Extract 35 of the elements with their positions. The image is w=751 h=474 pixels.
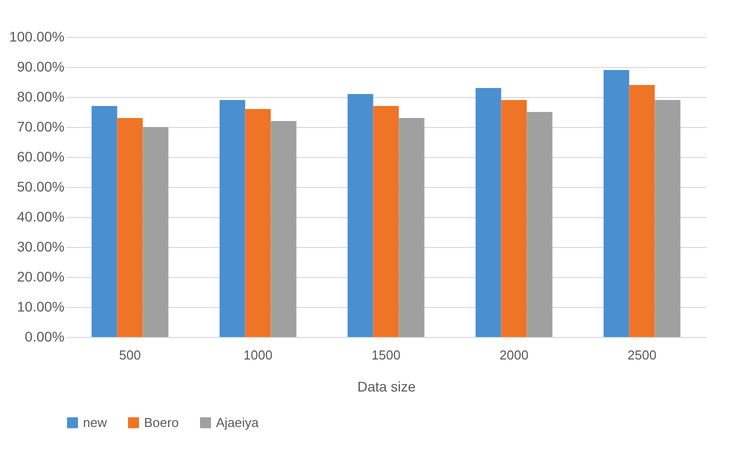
x-tick-label: 1000 — [244, 348, 272, 362]
bar — [270, 121, 296, 337]
bar — [476, 88, 502, 337]
legend-label: Boero — [144, 414, 179, 430]
bar — [92, 106, 118, 337]
bar — [373, 106, 399, 337]
y-tick-label: 80.00% — [17, 88, 64, 104]
y-tick-label: 10.00% — [17, 298, 64, 314]
bar — [629, 85, 655, 337]
y-tick-label: 30.00% — [17, 238, 64, 254]
bar — [604, 70, 630, 337]
x-tick-label: 2500 — [628, 348, 656, 362]
y-tick-label: 0.00% — [24, 328, 64, 344]
x-axis-title: Data size — [357, 378, 416, 394]
bar — [398, 118, 424, 337]
bar — [117, 118, 143, 337]
bar — [501, 100, 527, 337]
legend-label: Ajaeiya — [216, 414, 260, 430]
y-tick-label: 40.00% — [17, 208, 64, 224]
bar — [526, 112, 552, 337]
legend-label: new — [83, 414, 108, 430]
y-tick-label: 70.00% — [17, 118, 64, 134]
y-tick-label: 60.00% — [17, 148, 64, 164]
x-tick-label: 1500 — [372, 348, 400, 362]
bar — [245, 109, 271, 337]
bar — [142, 127, 168, 337]
y-tick-label: 90.00% — [17, 58, 64, 74]
bar — [348, 94, 374, 337]
bar — [654, 100, 680, 337]
y-tick-label: 50.00% — [17, 178, 64, 194]
y-tick-label: 100.00% — [9, 28, 64, 44]
x-tick-label: 2000 — [500, 348, 528, 362]
bar — [220, 100, 246, 337]
y-tick-label: 20.00% — [17, 268, 64, 284]
x-tick-label: 500 — [119, 348, 141, 362]
